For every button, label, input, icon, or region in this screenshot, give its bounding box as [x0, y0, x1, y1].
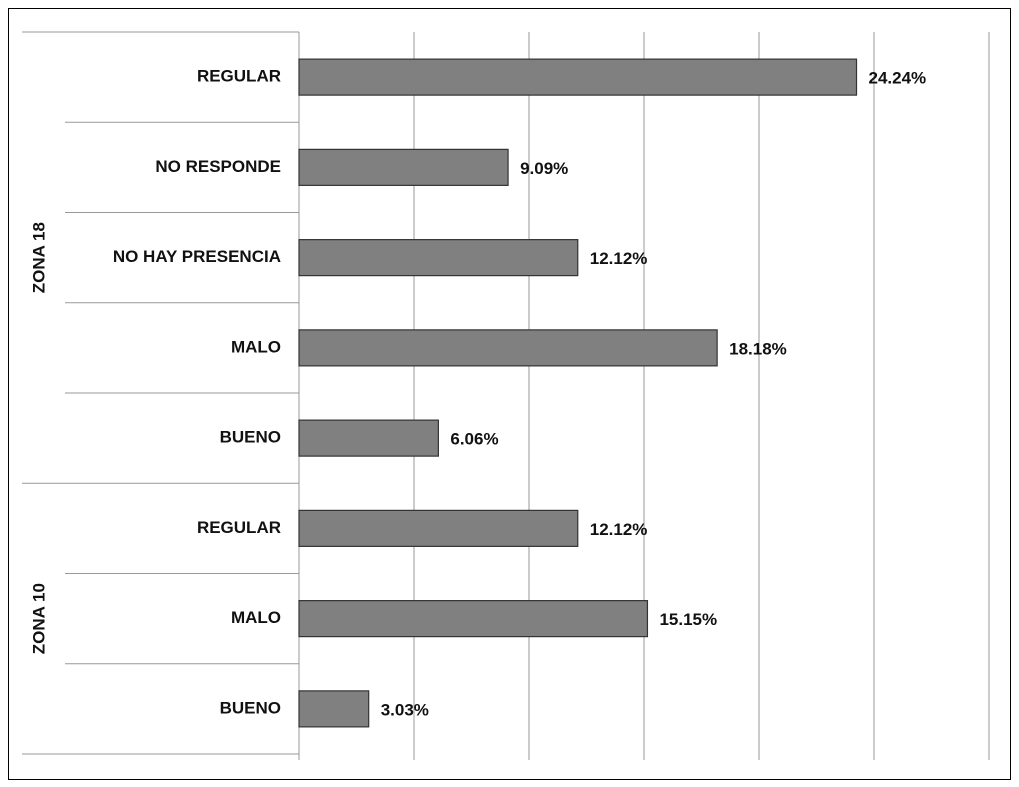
bar: [298, 600, 649, 638]
value-label: 15.15%: [659, 610, 717, 629]
category-label: NO HAY PRESENCIA: [113, 247, 281, 266]
value-label: 3.03%: [381, 700, 429, 719]
category-label: BUENO: [220, 428, 281, 447]
value-label: 12.12%: [590, 249, 648, 268]
frame: [8, 8, 1011, 780]
bar: [298, 58, 858, 96]
bar: [298, 329, 718, 367]
category-label: MALO: [231, 608, 281, 627]
category-label: NO RESPONDE: [155, 157, 281, 176]
group-label: ZONA 18: [29, 222, 48, 293]
value-label: 6.06%: [450, 430, 498, 449]
category-label: MALO: [231, 337, 281, 356]
group-label: ZONA 10: [29, 583, 48, 654]
bar: [298, 419, 439, 457]
bar: [298, 509, 579, 547]
value-label: 24.24%: [869, 69, 927, 88]
bar: [298, 239, 579, 277]
category-label: REGULAR: [197, 67, 281, 86]
bar: [298, 690, 370, 728]
value-label: 9.09%: [520, 159, 568, 178]
bar: [298, 148, 509, 186]
value-label: 18.18%: [729, 339, 787, 358]
category-label: REGULAR: [197, 518, 281, 537]
value-label: 12.12%: [590, 520, 648, 539]
category-label: BUENO: [220, 698, 281, 717]
